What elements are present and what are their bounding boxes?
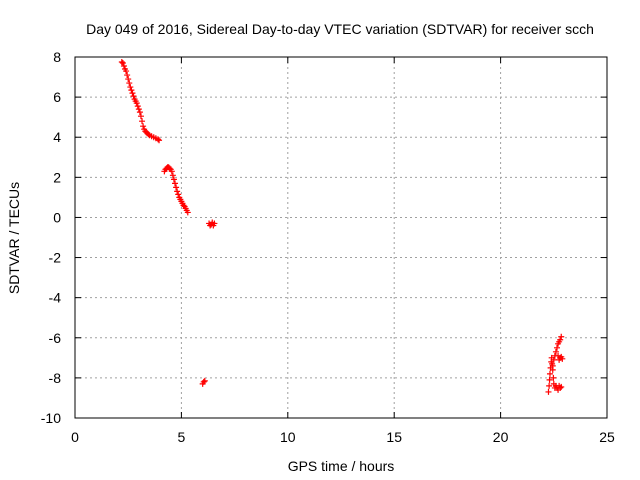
x-tick-label: 10 xyxy=(280,429,296,445)
data-point xyxy=(545,388,552,395)
data-point xyxy=(201,377,208,384)
data-point xyxy=(174,188,181,195)
y-tick-label: 6 xyxy=(53,89,61,105)
data-points xyxy=(118,59,566,395)
y-tick-label: -6 xyxy=(49,330,62,346)
data-point xyxy=(123,68,130,75)
data-point xyxy=(558,383,565,390)
data-point xyxy=(128,87,135,94)
x-tick-labels: 0 5 10 15 20 25 xyxy=(71,429,615,445)
data-point xyxy=(184,209,191,216)
data-point xyxy=(559,355,566,362)
plot-frame xyxy=(74,56,608,419)
chart-title: Day 049 of 2016, Sidereal Day-to-day VTE… xyxy=(86,21,594,37)
x-tick-label: 15 xyxy=(386,429,402,445)
y-tick-label: -2 xyxy=(49,250,62,266)
data-point xyxy=(156,137,163,144)
data-point xyxy=(134,103,141,110)
data-point xyxy=(168,168,175,175)
data-point xyxy=(546,376,553,383)
data-point xyxy=(124,72,131,79)
data-point xyxy=(137,113,144,120)
data-point xyxy=(546,382,553,389)
data-point xyxy=(140,123,147,130)
y-axis-label: SDTVAR / TECUs xyxy=(6,182,22,294)
data-point xyxy=(125,76,132,83)
data-point xyxy=(130,93,137,100)
data-point xyxy=(173,184,180,191)
data-point xyxy=(175,191,182,198)
y-tick-label: -10 xyxy=(41,410,61,426)
data-point xyxy=(546,370,553,377)
data-point xyxy=(550,374,557,381)
x-tick-label: 20 xyxy=(493,429,509,445)
y-tick-label: 4 xyxy=(53,129,61,145)
data-point xyxy=(172,180,179,187)
y-tick-label: 2 xyxy=(53,169,61,185)
x-tick-label: 0 xyxy=(71,429,79,445)
data-point xyxy=(553,344,560,351)
y-tick-label: -8 xyxy=(49,370,62,386)
data-point xyxy=(133,100,140,107)
y-tick-label: -4 xyxy=(49,290,62,306)
data-point xyxy=(119,60,126,67)
data-point xyxy=(170,176,177,183)
x-tick-label: 25 xyxy=(599,429,615,445)
data-point xyxy=(135,106,142,113)
y-tick-label: 0 xyxy=(53,209,61,225)
data-point xyxy=(118,59,125,66)
data-point xyxy=(552,348,559,355)
data-point xyxy=(557,336,564,343)
data-point xyxy=(200,378,207,385)
data-point xyxy=(120,63,127,70)
data-point xyxy=(136,109,143,116)
data-point xyxy=(145,131,152,138)
data-point xyxy=(126,80,133,87)
data-point xyxy=(557,384,564,391)
data-point xyxy=(211,220,218,227)
data-point xyxy=(129,90,136,97)
grid-lines xyxy=(75,57,607,418)
data-point xyxy=(550,356,557,363)
x-axis-label: GPS time / hours xyxy=(288,458,395,474)
y-tick-labels: -10 -8 -6 -4 -2 0 2 4 6 8 xyxy=(41,49,61,426)
data-point xyxy=(127,84,134,91)
data-point xyxy=(154,136,161,143)
data-point xyxy=(166,165,173,172)
data-point xyxy=(139,118,146,125)
y-tick-label: 8 xyxy=(53,49,61,65)
data-point xyxy=(180,202,187,209)
x-tick-label: 5 xyxy=(178,429,186,445)
data-point xyxy=(169,172,176,179)
data-point xyxy=(549,362,556,369)
data-point xyxy=(558,333,565,340)
